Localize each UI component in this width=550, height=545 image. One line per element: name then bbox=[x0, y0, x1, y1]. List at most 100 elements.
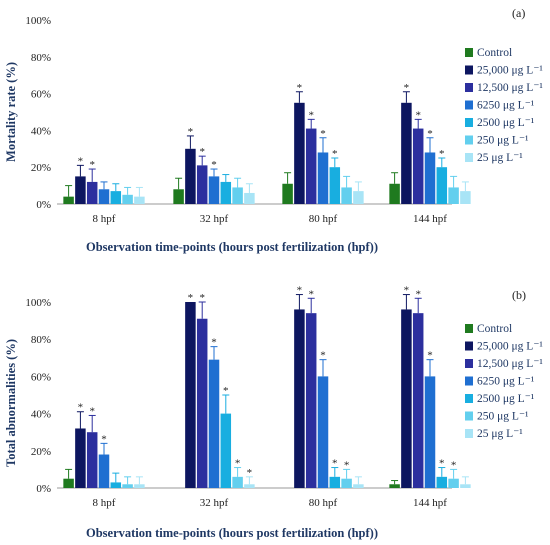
legend-label: 12,500 μg L⁻¹ bbox=[477, 82, 543, 94]
bar bbox=[208, 176, 220, 204]
panel-b-legend: Control 25,000 μg L⁻¹ 12,500 μg L⁻¹ 6250 μg… bbox=[465, 323, 543, 440]
bar bbox=[185, 148, 196, 204]
error-bar bbox=[319, 137, 327, 153]
bar bbox=[317, 376, 329, 488]
legend-label: Control bbox=[477, 47, 512, 59]
bar bbox=[63, 478, 74, 488]
x-tick-label: 32 hpf bbox=[200, 497, 229, 509]
error-bar bbox=[391, 172, 399, 184]
legend-label: 6250 μg L⁻¹ bbox=[477, 100, 535, 112]
panel-b-plot: 0% 20% 40% 60% 80% 100% 8 hpf 32 hpf 80 hpf 144 h… bbox=[25, 285, 471, 509]
bar bbox=[389, 183, 400, 204]
bar bbox=[196, 165, 208, 204]
panel-a-legend: Control 25,000 μg L⁻¹ 12,500 μg L⁻¹ 6250 μg… bbox=[465, 47, 543, 164]
bar bbox=[424, 152, 436, 204]
error-bar bbox=[461, 181, 469, 192]
legend-item: 25,000 μg L⁻¹ bbox=[465, 65, 543, 77]
bar bbox=[341, 478, 352, 488]
significance-star: * bbox=[211, 159, 217, 171]
error-bar bbox=[124, 186, 132, 195]
significance-star: * bbox=[188, 292, 194, 304]
bar bbox=[98, 189, 110, 204]
error-bar bbox=[438, 157, 446, 168]
bar bbox=[122, 484, 133, 488]
bar bbox=[329, 167, 341, 204]
error-bar bbox=[331, 157, 339, 168]
error-bar bbox=[343, 468, 351, 479]
legend-swatch bbox=[465, 65, 473, 75]
error-bar bbox=[450, 468, 458, 479]
significance-star: * bbox=[199, 292, 205, 304]
error-bar bbox=[354, 476, 362, 485]
x-tick-label: 144 hpf bbox=[413, 497, 447, 509]
significance-star: * bbox=[101, 433, 107, 445]
error-bar bbox=[100, 181, 108, 190]
bar bbox=[86, 432, 98, 488]
significance-star: * bbox=[89, 159, 95, 171]
y-tick-label: 100% bbox=[25, 297, 51, 309]
significance-star: * bbox=[308, 109, 314, 121]
bar bbox=[401, 102, 412, 204]
error-bar bbox=[210, 168, 218, 177]
legend-item: 25 μg L⁻¹ bbox=[465, 428, 523, 440]
error-bar bbox=[354, 181, 362, 192]
bar bbox=[353, 191, 364, 204]
significance-star: * bbox=[235, 458, 241, 470]
bar bbox=[98, 454, 110, 488]
significance-star: * bbox=[439, 458, 445, 470]
legend-swatch bbox=[465, 118, 473, 127]
legend-item: 250 μg L⁻¹ bbox=[465, 135, 529, 147]
error-bar bbox=[112, 472, 120, 483]
x-tick-label: 80 hpf bbox=[309, 213, 338, 225]
legend-swatch bbox=[465, 324, 473, 333]
bar bbox=[232, 187, 243, 204]
bar bbox=[460, 484, 471, 488]
significance-star: * bbox=[404, 82, 410, 94]
error-bar bbox=[438, 467, 446, 477]
error-bar bbox=[295, 294, 303, 310]
x-tick-label: 32 hpf bbox=[200, 213, 229, 225]
bar bbox=[220, 181, 232, 204]
bar bbox=[282, 183, 293, 204]
legend-item: 6250 μg L⁻¹ bbox=[465, 100, 535, 112]
panel-a-ylabel: Mortality rate (%) bbox=[4, 62, 18, 162]
legend-item: 25,000 μg L⁻¹ bbox=[465, 341, 543, 353]
bar bbox=[185, 302, 196, 488]
significance-star: * bbox=[89, 405, 95, 417]
error-bar bbox=[198, 301, 206, 319]
error-bar bbox=[175, 177, 183, 190]
bar bbox=[134, 484, 145, 488]
bar bbox=[305, 128, 317, 204]
significance-star: * bbox=[78, 155, 84, 167]
error-bar bbox=[461, 476, 469, 485]
error-bar bbox=[426, 137, 434, 153]
error-bar bbox=[450, 175, 458, 188]
bar bbox=[341, 187, 352, 204]
bar bbox=[412, 313, 424, 488]
error-bar bbox=[426, 359, 434, 377]
error-bar bbox=[402, 294, 410, 310]
error-bar bbox=[135, 476, 143, 485]
legend-item: 25 μg L⁻¹ bbox=[465, 152, 523, 164]
legend-item: 12,500 μg L⁻¹ bbox=[465, 358, 543, 370]
legend-label: 12,500 μg L⁻¹ bbox=[477, 358, 543, 370]
significance-star: * bbox=[415, 288, 421, 300]
error-bar bbox=[135, 186, 143, 197]
significance-star: * bbox=[199, 146, 205, 158]
significance-star: * bbox=[320, 350, 326, 362]
bar bbox=[436, 476, 448, 488]
bar bbox=[63, 196, 74, 204]
legend-item: 6250 μg L⁻¹ bbox=[465, 376, 535, 388]
error-bar bbox=[245, 476, 253, 485]
significance-star: * bbox=[332, 458, 338, 470]
significance-star: * bbox=[439, 148, 445, 160]
bar bbox=[134, 196, 145, 204]
bar bbox=[244, 192, 255, 204]
bar bbox=[294, 309, 305, 488]
bar bbox=[110, 482, 122, 488]
significance-star: * bbox=[415, 109, 421, 121]
error-bar bbox=[284, 172, 292, 184]
error-bar bbox=[100, 442, 108, 455]
legend-swatch bbox=[465, 83, 473, 92]
